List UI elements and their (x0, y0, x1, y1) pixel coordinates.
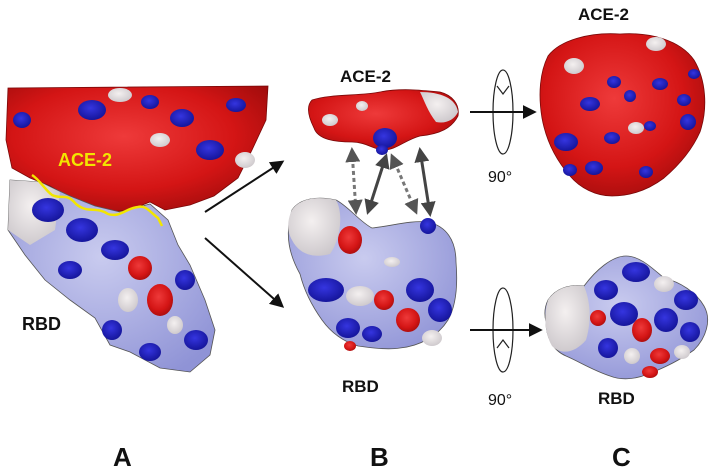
panel-a-ace2-label: ACE-2 (58, 150, 112, 170)
panel-letter-c: C (612, 442, 631, 472)
interaction-arrow-solid-right (414, 147, 436, 217)
arrow-a-to-b-bottom (204, 237, 285, 308)
panel-b-ace2: ACE-2 (308, 67, 459, 155)
panel-a-complex: ACE-2 RBD (5, 85, 269, 373)
interaction-arrow-dashed-right (389, 153, 419, 215)
panel-c-rbd: RBD (544, 255, 708, 408)
panel-letter-a: A (113, 442, 132, 472)
interaction-arrow-dashed-left (345, 147, 363, 215)
panel-b-rbd-label: RBD (342, 377, 379, 396)
panel-b-ace2-label: ACE-2 (340, 67, 391, 86)
interaction-arrow-solid-left (364, 153, 390, 215)
panel-c-ace2-label: ACE-2 (578, 5, 629, 24)
arrow-a-to-b-top (204, 160, 285, 213)
panel-a-interface-outline (31, 173, 164, 227)
rotation-top: 90° (470, 69, 537, 186)
panel-letter-b: B (370, 442, 389, 472)
rotation-top-label: 90° (488, 169, 512, 186)
panel-a-rbd-label: RBD (22, 314, 61, 334)
rotation-bottom: 90° (470, 287, 543, 409)
panel-c-ace2: ACE-2 (539, 5, 706, 197)
panel-c-rbd-label: RBD (598, 389, 635, 408)
panel-b-rbd: RBD (287, 197, 458, 396)
rotation-bottom-label: 90° (488, 392, 512, 409)
interaction-arrows (345, 147, 436, 217)
panel-a-rbd-surface (7, 179, 216, 373)
